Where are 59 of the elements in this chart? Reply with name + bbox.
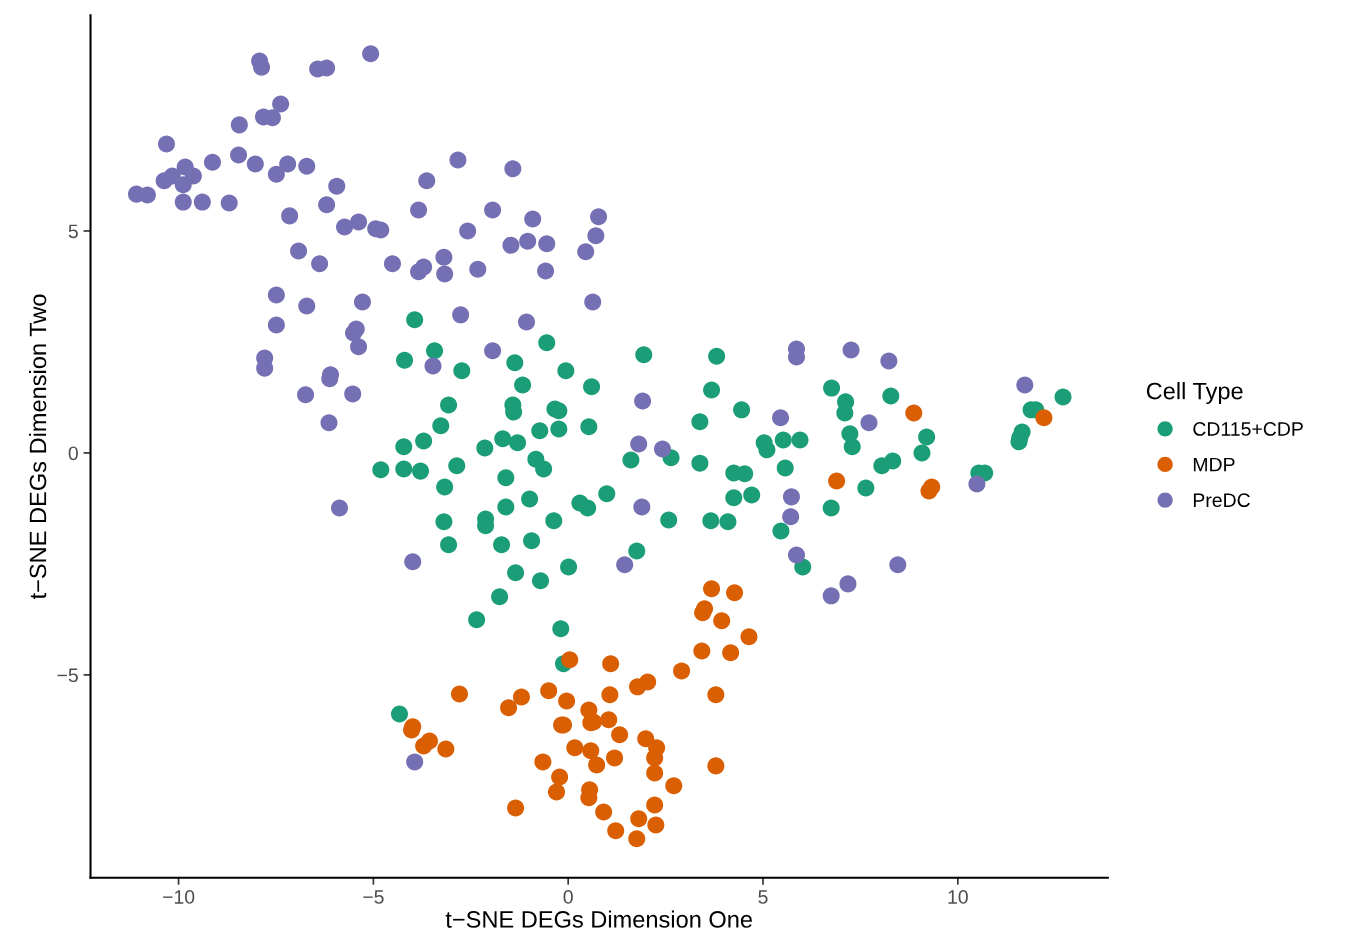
point (646, 796, 664, 814)
point (647, 816, 665, 834)
point (602, 655, 620, 673)
point (450, 685, 468, 703)
point (628, 830, 646, 848)
y-tick-label: −5 (57, 668, 78, 683)
point (595, 803, 613, 821)
point (722, 644, 740, 662)
point (611, 726, 629, 744)
point (507, 799, 525, 817)
y-tick-label: 0 (68, 446, 78, 461)
legend-label: CD115+CDP (1193, 422, 1303, 436)
x-tick-label: 0 (563, 890, 573, 904)
point (905, 404, 923, 422)
x-tick-label: −5 (363, 890, 384, 904)
point (726, 584, 744, 602)
point (606, 749, 624, 767)
point (551, 768, 569, 786)
point (629, 678, 647, 696)
point (703, 580, 721, 598)
x-tick-label: 10 (948, 890, 968, 904)
legend-label: PreDC (1193, 493, 1250, 508)
point (512, 688, 530, 706)
point (540, 682, 558, 700)
point (665, 777, 683, 795)
point (558, 692, 576, 710)
point (561, 651, 579, 669)
point (707, 757, 725, 775)
point (437, 740, 455, 758)
point (415, 737, 433, 755)
point (534, 753, 552, 771)
point (646, 764, 664, 782)
point (630, 810, 648, 828)
x-tick-label: 5 (758, 890, 768, 904)
point (646, 749, 664, 767)
point (920, 482, 938, 500)
point (694, 604, 712, 622)
y-axis-title: t−SNE DEGs Dimension Two (28, 294, 47, 600)
point (600, 711, 618, 729)
point (693, 642, 711, 660)
point (500, 699, 518, 717)
point (637, 730, 655, 748)
point (828, 472, 846, 490)
x-tick-label: −10 (163, 890, 195, 904)
point (740, 628, 758, 646)
point (1035, 409, 1053, 427)
x-axis-title: t−SNE DEGs Dimension One (445, 910, 752, 928)
point (673, 662, 691, 680)
point (713, 612, 731, 630)
point (566, 739, 584, 757)
point (607, 822, 625, 840)
legend-title: Cell Type (1146, 382, 1243, 405)
point (588, 756, 606, 774)
point (707, 686, 725, 704)
legend-label: MDP (1193, 457, 1235, 472)
point (582, 742, 600, 760)
y-tick-label: 5 (68, 224, 78, 239)
point (548, 783, 566, 801)
point (601, 686, 619, 704)
